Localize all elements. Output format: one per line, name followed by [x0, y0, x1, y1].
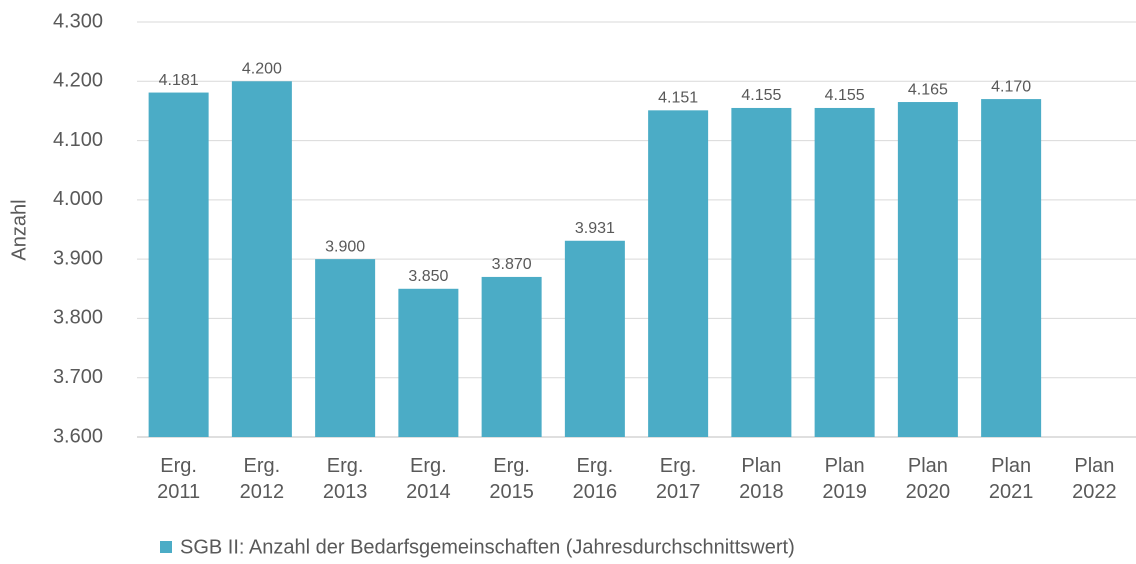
data-label: 4.200: [242, 61, 282, 78]
data-label: 3.931: [575, 220, 615, 237]
bar: [897, 102, 958, 438]
data-label: 4.155: [825, 87, 865, 104]
bar: [981, 99, 1042, 438]
x-tick-label: Erg. 2012: [239, 455, 285, 503]
x-tick-label: Plan 2022: [1072, 455, 1117, 503]
bar: [564, 240, 625, 437]
data-label: 4.181: [159, 72, 199, 89]
bar: [731, 107, 792, 437]
x-tick-label: Plan 2019: [822, 455, 867, 503]
bar: [148, 92, 209, 438]
data-label: 3.850: [408, 268, 448, 285]
data-label: 3.870: [492, 256, 532, 273]
x-tick-label: Erg. 2014: [406, 455, 451, 503]
bar: [315, 259, 376, 437]
x-tick-label: Erg. 2017: [655, 455, 701, 503]
x-tick-label: Erg. 2016: [572, 455, 618, 503]
legend-swatch: [160, 541, 172, 553]
x-tick-label: Erg. 2011: [157, 455, 201, 503]
bar: [231, 81, 292, 438]
y-tick-label: 4.100: [53, 129, 103, 151]
data-label: 4.151: [658, 90, 698, 107]
y-tick-label: 4.200: [53, 70, 103, 92]
x-tick-label: Erg. 2013: [322, 455, 368, 503]
bar: [398, 288, 459, 437]
y-tick-label: 3.600: [53, 425, 103, 447]
data-label: 4.155: [741, 87, 781, 104]
x-tick-label: Plan 2020: [905, 455, 951, 503]
legend-label: SGB II: Anzahl der Bedarfsgemeinschaften…: [180, 536, 795, 558]
bar: [481, 276, 542, 437]
bar: [648, 110, 709, 437]
y-tick-label: 3.700: [53, 366, 103, 388]
x-tick-label: Plan 2021: [988, 455, 1034, 503]
y-tick-label: 3.800: [53, 307, 103, 329]
x-tick-label: Erg. 2015: [489, 455, 534, 503]
y-axis-label: Anzahl: [8, 199, 30, 260]
data-label: 4.165: [908, 81, 948, 98]
bar: [814, 107, 875, 437]
y-tick-label: 3.900: [53, 247, 103, 269]
y-tick-label: 4.000: [53, 188, 103, 210]
data-label: 3.900: [325, 238, 365, 255]
y-tick-label: 4.300: [53, 10, 103, 32]
x-tick-label: Plan 2018: [739, 455, 784, 503]
data-label: 4.170: [991, 78, 1031, 95]
